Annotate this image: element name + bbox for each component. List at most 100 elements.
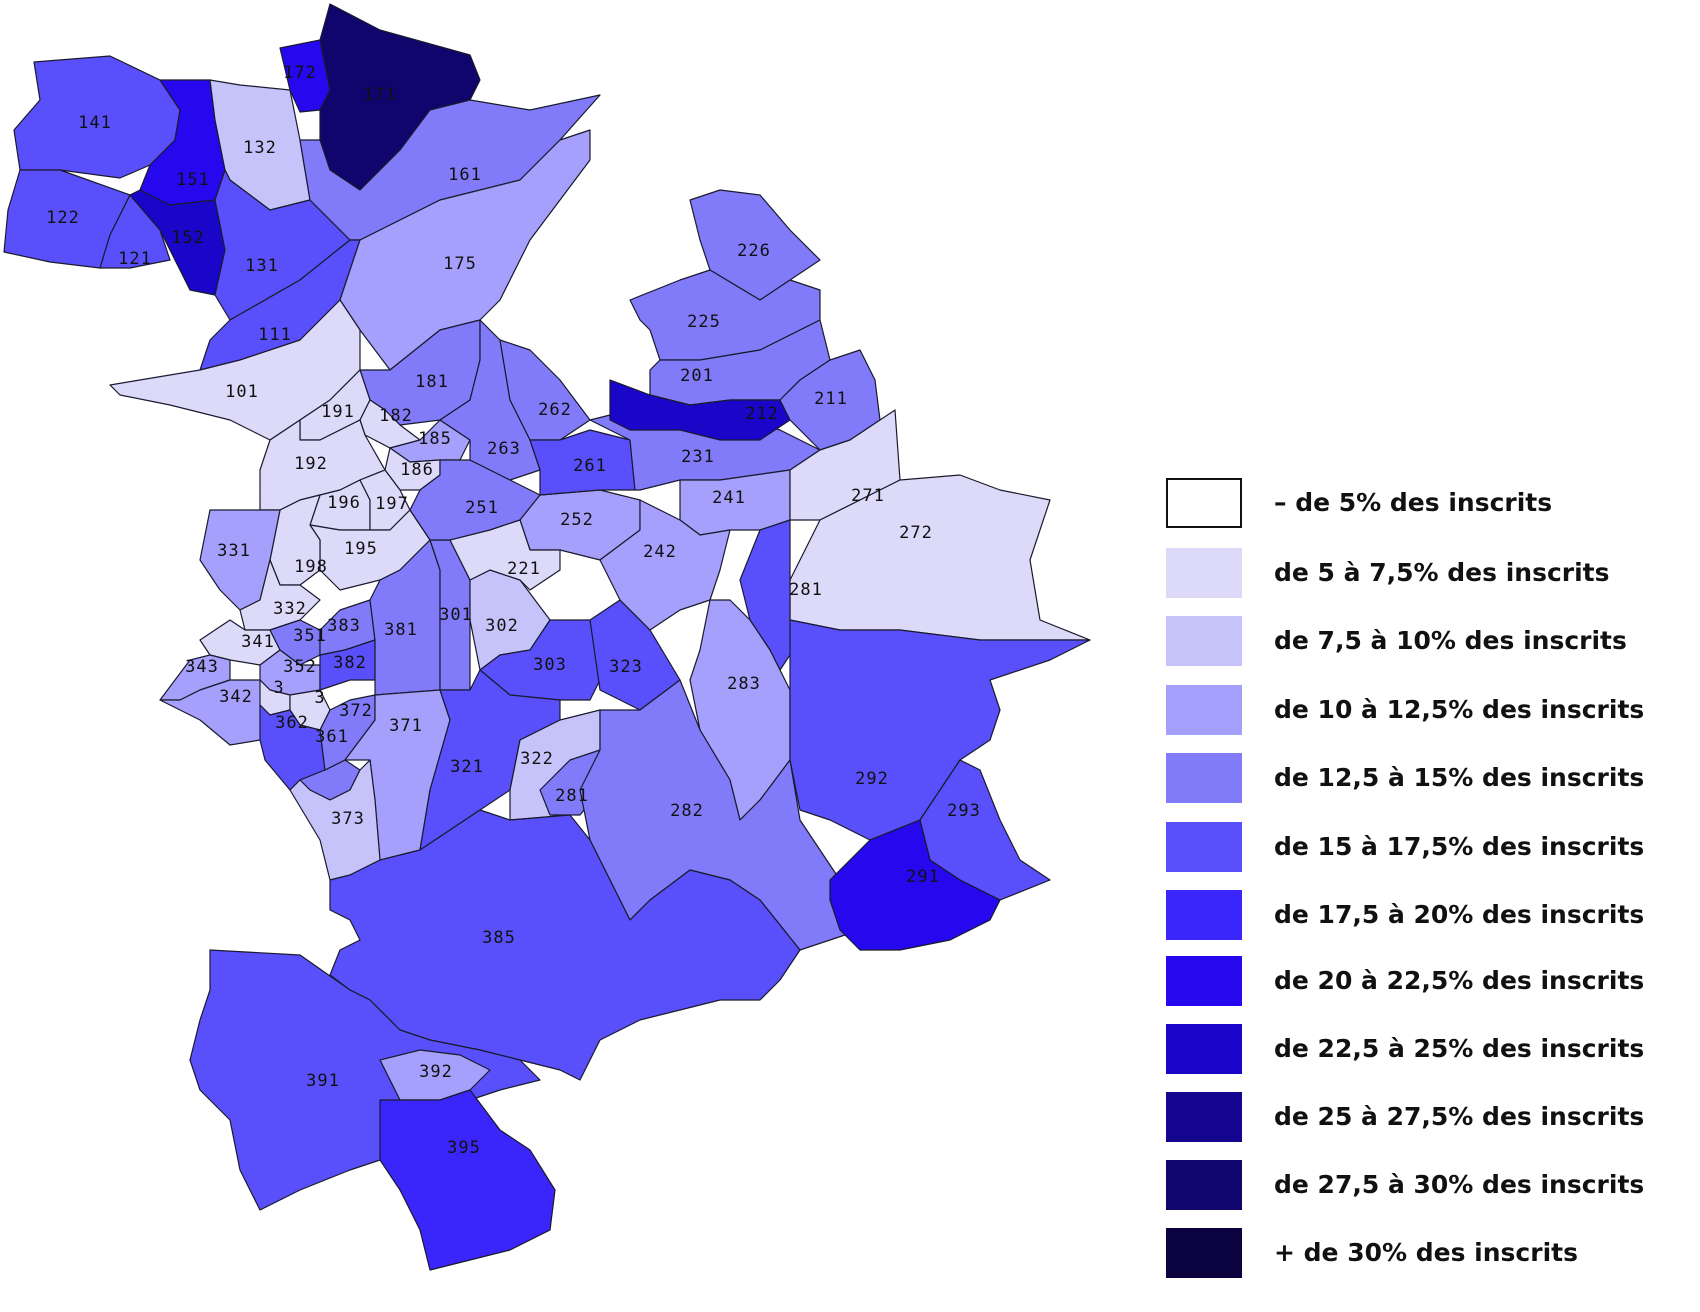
district-141 (13, 55, 181, 179)
district-label-226: 226 (737, 241, 771, 261)
district-label-373: 373 (331, 809, 365, 829)
district-label-272: 272 (899, 523, 933, 543)
legend-label: de 27,5 à 30% des inscrits (1274, 1170, 1645, 1199)
district-label-353: 3 (273, 678, 284, 698)
district-label-395: 395 (447, 1138, 481, 1158)
district-label-282: 282 (670, 801, 704, 821)
district-label-242: 242 (643, 542, 677, 562)
legend-label: – de 5% des inscrits (1274, 488, 1553, 517)
district-label-382: 382 (333, 653, 367, 673)
legend-item: de 20 à 22,5% des inscrits (1166, 956, 1686, 1008)
district-262 (499, 339, 591, 441)
district-label-251: 251 (465, 498, 499, 518)
district-label-332: 332 (273, 599, 307, 619)
district-label-381: 381 (384, 620, 418, 640)
district-221 (449, 519, 561, 591)
district-label-322: 322 (520, 749, 554, 769)
district-label-351: 351 (293, 626, 327, 646)
district-label-281b: 281 (555, 786, 589, 806)
district-label-283: 283 (727, 674, 761, 694)
legend-item: de 22,5 à 25% des inscrits (1166, 1024, 1686, 1076)
legend-item: de 25 à 27,5% des inscrits (1166, 1092, 1686, 1144)
legend-swatch (1166, 1228, 1242, 1278)
district-label-131: 131 (245, 256, 279, 276)
legend-label: de 25 à 27,5% des inscrits (1274, 1102, 1645, 1131)
district-label-383: 383 (327, 616, 361, 636)
legend-swatch (1166, 822, 1242, 872)
district-395 (379, 1089, 556, 1271)
district-175 (339, 129, 591, 371)
district-label-392: 392 (419, 1062, 453, 1082)
district-label-195: 195 (344, 539, 378, 559)
district-label-293: 293 (947, 801, 981, 821)
district-label-186: 186 (400, 460, 434, 480)
district-label-185: 185 (418, 429, 452, 449)
district-label-221: 221 (507, 559, 541, 579)
legend-item: de 17,5 à 20% des inscrits (1166, 890, 1686, 942)
district-label-201: 201 (680, 366, 714, 386)
district-292 (789, 619, 1091, 841)
district-label-196: 196 (327, 493, 361, 513)
legend-swatch (1166, 548, 1242, 598)
district-label-101: 101 (225, 382, 259, 402)
district-label-391: 391 (306, 1071, 340, 1091)
legend-item: de 10 à 12,5% des inscrits (1166, 685, 1686, 737)
district-label-263: 263 (487, 439, 521, 459)
legend-swatch (1166, 1024, 1242, 1074)
legend-label: de 7,5 à 10% des inscrits (1274, 626, 1627, 655)
legend-label: de 22,5 à 25% des inscrits (1274, 1034, 1645, 1063)
legend-swatch (1166, 956, 1242, 1006)
district-label-262: 262 (538, 400, 572, 420)
district-label-341: 341 (241, 632, 275, 652)
legend-item: de 7,5 à 10% des inscrits (1166, 616, 1686, 668)
district-label-182: 182 (379, 406, 413, 426)
district-label-197: 197 (375, 494, 409, 514)
district-label-385: 385 (482, 928, 516, 948)
district-label-252: 252 (560, 510, 594, 530)
legend-item: + de 30% des inscrits (1166, 1228, 1686, 1280)
district-label-175: 175 (443, 254, 477, 274)
district-label-321: 321 (450, 757, 484, 777)
district-label-171: 171 (363, 85, 397, 105)
legend-item: – de 5% des inscrits (1166, 478, 1686, 530)
district-label-241: 241 (712, 488, 746, 508)
district-label-301: 301 (439, 605, 473, 625)
district-label-172: 172 (283, 63, 317, 83)
district-291 (829, 819, 1001, 951)
district-label-121: 121 (118, 249, 152, 269)
legend-item: de 15 à 17,5% des inscrits (1166, 822, 1686, 874)
district-label-271: 271 (851, 486, 885, 506)
district-label-225: 225 (687, 312, 721, 332)
legend-label: de 15 à 17,5% des inscrits (1274, 832, 1645, 861)
district-label-231: 231 (681, 447, 715, 467)
district-label-261: 261 (573, 456, 607, 476)
legend-swatch (1166, 616, 1242, 666)
district-label-372: 372 (339, 701, 373, 721)
district-label-343: 343 (185, 657, 219, 677)
district-label-181: 181 (415, 372, 449, 392)
legend-label: de 5 à 7,5% des inscrits (1274, 558, 1610, 587)
legend-label: de 17,5 à 20% des inscrits (1274, 900, 1645, 929)
district-271 (789, 409, 901, 521)
legend-label: de 20 à 22,5% des inscrits (1274, 966, 1645, 995)
legend-label: + de 30% des inscrits (1274, 1238, 1578, 1267)
legend-swatch (1166, 478, 1242, 528)
district-212 (609, 379, 791, 441)
legend-swatch (1166, 753, 1242, 803)
district-label-292: 292 (855, 769, 889, 789)
district-242 (599, 499, 731, 631)
district-label-212: 212 (745, 404, 779, 424)
district-382 (319, 639, 376, 691)
legend-swatch (1166, 890, 1242, 940)
district-label-362: 362 (275, 713, 309, 733)
district-label-291: 291 (906, 867, 940, 887)
district-label-342: 342 (219, 687, 253, 707)
district-label-191: 191 (321, 402, 355, 422)
district-label-211: 211 (814, 389, 848, 409)
district-label-371: 371 (389, 716, 423, 736)
district-label-323: 323 (609, 657, 643, 677)
district-label-352: 352 (283, 657, 317, 677)
legend-item: de 12,5 à 15% des inscrits (1166, 753, 1686, 805)
district-map: 101 111 121 122 131 132 141 151 152 161 171 172 175 1… (3, 3, 1091, 1271)
district-226 (689, 189, 821, 301)
